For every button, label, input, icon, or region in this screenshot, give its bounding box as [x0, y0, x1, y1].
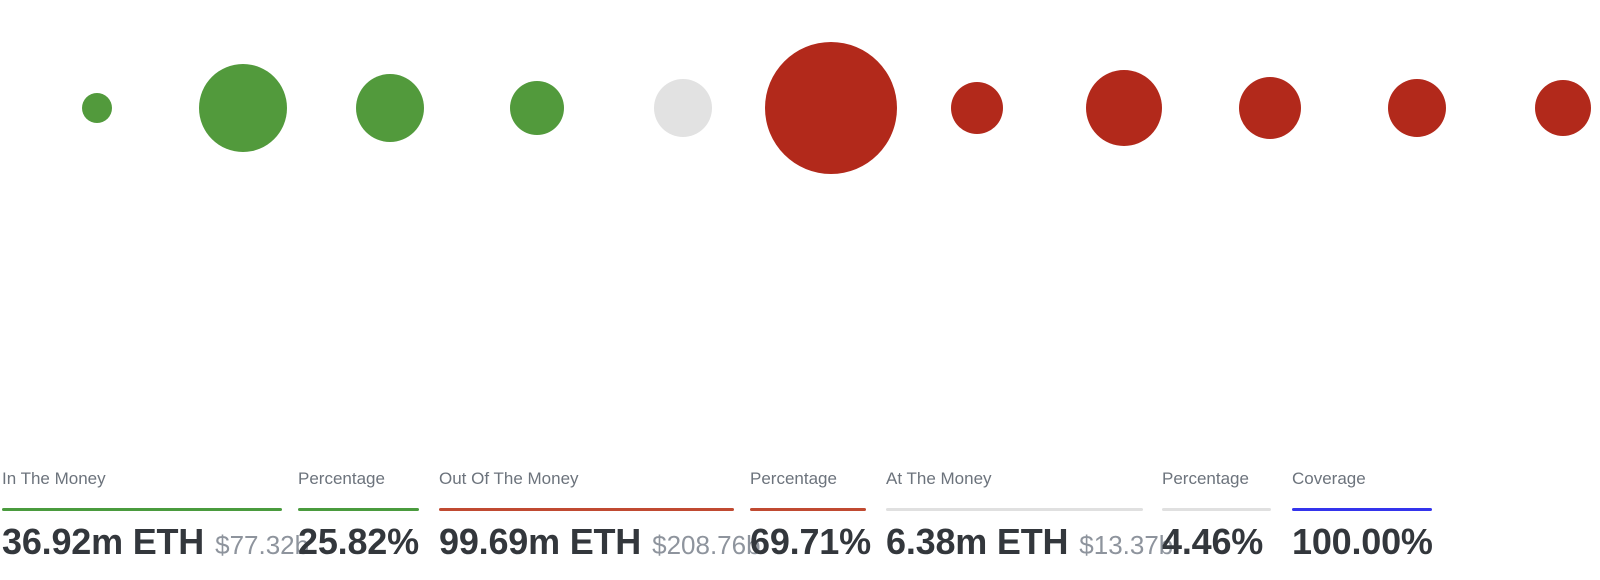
stat-label: Out Of The Money: [439, 469, 579, 488]
stat-label: Percentage: [298, 469, 385, 488]
stat-label: At The Money: [886, 469, 992, 488]
stat-coverage: Coverage 100.00%: [1292, 469, 1433, 562]
stat-value: 100.00%: [1292, 521, 1433, 562]
stat-at-the-money: At The Money 6.38m ETH $13.37b: [886, 469, 1173, 562]
stat-underline: [2, 508, 282, 511]
stat-underline: [1162, 508, 1271, 511]
stat-value: 99.69m ETH: [439, 521, 642, 562]
stat-label: Percentage: [1162, 469, 1249, 488]
stats-row: In The Money 36.92m ETH $77.32b Percenta…: [2, 469, 1433, 562]
stat-label: Coverage: [1292, 469, 1366, 488]
stat-value-usd: $208.76b: [652, 530, 761, 560]
bubble-at-the-money-4[interactable]: [654, 79, 712, 137]
bubble-in-the-money-0[interactable]: [82, 93, 112, 123]
stat-underline: [1292, 508, 1432, 511]
bubble-out-of-the-money-6[interactable]: [951, 82, 1003, 134]
stat-value: 25.82%: [298, 521, 419, 562]
bubble-out-of-the-money-9[interactable]: [1388, 79, 1446, 137]
bubble-in-the-money-1[interactable]: [199, 64, 287, 152]
bubble-in-the-money-2[interactable]: [356, 74, 424, 142]
stat-underline: [439, 508, 734, 511]
stat-value: 69.71%: [750, 521, 871, 562]
stat-out-of-the-money: Out Of The Money 99.69m ETH $208.76b: [439, 469, 761, 562]
stat-label: Percentage: [750, 469, 837, 488]
stat-in-the-money: In The Money 36.92m ETH $77.32b: [2, 469, 309, 562]
bubble-chart: [0, 0, 1600, 230]
bubble-out-of-the-money-7[interactable]: [1086, 70, 1162, 146]
stat-at-the-money-percentage: Percentage 4.46%: [1162, 470, 1271, 561]
bubble-out-of-the-money-5[interactable]: [765, 42, 897, 174]
stat-value: 36.92m ETH: [2, 521, 205, 562]
stat-out-of-the-money-percentage: Percentage 69.71%: [750, 469, 871, 561]
bubble-out-of-the-money-8[interactable]: [1239, 77, 1301, 139]
stat-value: 6.38m ETH: [886, 521, 1069, 562]
stat-underline: [298, 508, 419, 511]
stat-underline: [750, 508, 866, 511]
stat-value-usd: $77.32b: [215, 530, 310, 560]
stat-underline: [886, 508, 1143, 511]
stat-value-usd: $13.37b: [1079, 530, 1174, 560]
bubble-in-the-money-3[interactable]: [510, 81, 564, 135]
bubble-out-of-the-money-10[interactable]: [1535, 80, 1591, 136]
stat-label: In The Money: [2, 469, 106, 488]
stat-in-the-money-percentage: Percentage 25.82%: [298, 470, 419, 561]
stat-value: 4.46%: [1162, 521, 1264, 562]
